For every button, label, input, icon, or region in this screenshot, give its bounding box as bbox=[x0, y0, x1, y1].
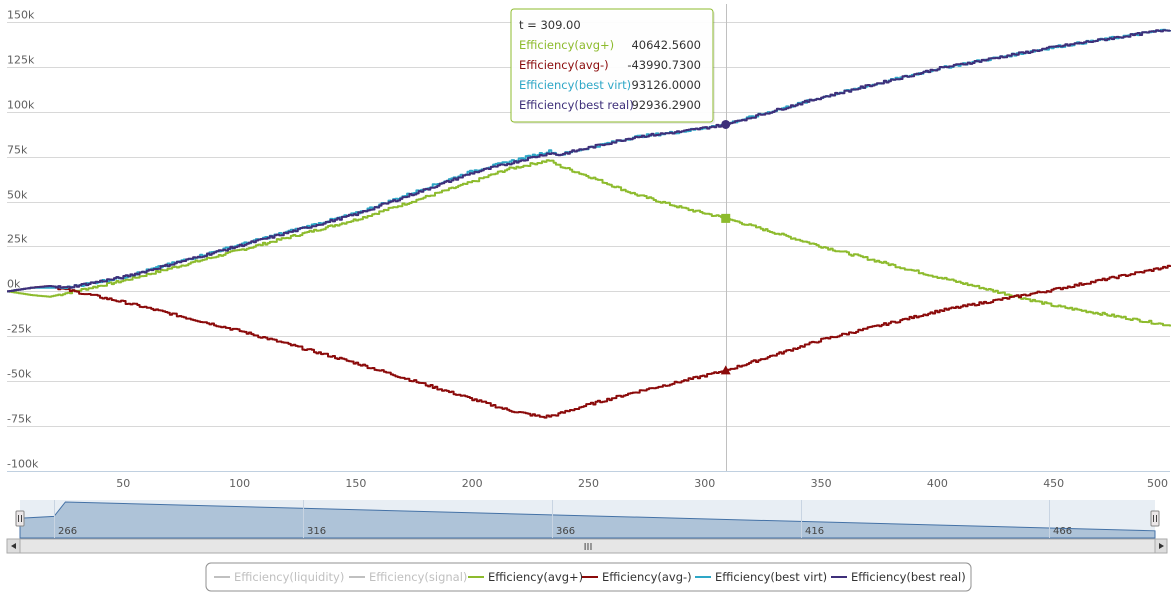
x-axis-ticks: 50 100 150 200 250 300 350 400 450 500 bbox=[116, 477, 1168, 490]
legend-label: Efficiency(best real) bbox=[851, 570, 966, 584]
x-tick-label: 500 bbox=[1147, 477, 1168, 490]
x-tick-label: 100 bbox=[229, 477, 250, 490]
navigator-handle-right[interactable] bbox=[1150, 510, 1160, 527]
y-tick-label: -50k bbox=[7, 368, 32, 381]
y-tick-label: 25k bbox=[7, 233, 28, 246]
navigator-label: 416 bbox=[805, 526, 824, 537]
x-tick-label: 150 bbox=[345, 477, 366, 490]
tooltip-series-value: 93126.0000 bbox=[631, 78, 701, 92]
legend-item[interactable]: Efficiency(liquidity) bbox=[214, 570, 344, 584]
series-line-efficiency-best-real- bbox=[7, 29, 1171, 293]
tooltip-series-value: 40642.5600 bbox=[631, 38, 701, 52]
legend-label: Efficiency(best virt) bbox=[715, 570, 827, 584]
x-tick-label: 200 bbox=[462, 477, 483, 490]
legend[interactable]: Efficiency(liquidity) Efficiency(signal) E… bbox=[205, 562, 972, 592]
x-tick-label: 250 bbox=[578, 477, 599, 490]
tooltip-series-label: Efficiency(avg-) bbox=[519, 58, 609, 72]
y-tick-label: -25k bbox=[7, 323, 32, 336]
legend-label: Efficiency(liquidity) bbox=[234, 570, 344, 584]
series-point-marker bbox=[721, 119, 731, 129]
chevron-right-icon bbox=[1159, 543, 1164, 549]
tooltip-title: t = 309.00 bbox=[519, 18, 581, 32]
tooltip-series-label: Efficiency(avg+) bbox=[519, 38, 614, 52]
navigator-selection[interactable] bbox=[20, 500, 1155, 538]
y-tick-label: 150k bbox=[7, 9, 35, 22]
tooltip: t = 309.00 Efficiency(avg+) 40642.5600 Effi… bbox=[510, 8, 715, 124]
y-tick-label: -100k bbox=[7, 458, 39, 471]
x-tick-label: 350 bbox=[811, 477, 832, 490]
y-axis-ticks: 150k 125k 100k 75k 50k 25k 0k -25k -50k -75k -100k bbox=[7, 9, 39, 471]
tooltip-box bbox=[510, 8, 714, 123]
legend-item[interactable]: Efficiency(avg+) bbox=[468, 570, 583, 584]
y-tick-label: 75k bbox=[7, 144, 28, 157]
scrollbar[interactable]: III bbox=[6, 538, 1168, 554]
y-tick-label: 125k bbox=[7, 54, 35, 67]
series-lines bbox=[7, 28, 1171, 419]
tooltip-series-value: -43990.7300 bbox=[627, 58, 701, 72]
series-line-efficiency-avg- bbox=[7, 159, 1171, 327]
series-point-marker bbox=[721, 213, 731, 223]
navigator-handle-left[interactable] bbox=[15, 510, 25, 527]
legend-label: Efficiency(signal) bbox=[369, 570, 467, 584]
series-line-efficiency-avg- bbox=[7, 264, 1171, 419]
x-tick-label: 300 bbox=[694, 477, 715, 490]
y-tick-label: 100k bbox=[7, 99, 35, 112]
x-tick-label: 50 bbox=[116, 477, 130, 490]
x-tick-label: 400 bbox=[927, 477, 948, 490]
scrollbar-grip-icon: III bbox=[584, 542, 593, 553]
series-point-marker bbox=[720, 365, 731, 375]
navigator-label: 316 bbox=[307, 526, 326, 537]
legend-item[interactable]: Efficiency(signal) bbox=[349, 570, 467, 584]
navigator-label: 366 bbox=[556, 526, 575, 537]
y-tick-label: 0k bbox=[7, 278, 21, 291]
legend-item[interactable]: Efficiency(best real) bbox=[831, 570, 966, 584]
tooltip-series-value: 92936.2900 bbox=[631, 98, 701, 112]
x-tick-label: 450 bbox=[1043, 477, 1064, 490]
chevron-left-icon bbox=[11, 543, 16, 549]
legend-label: Efficiency(avg-) bbox=[602, 570, 692, 584]
legend-item[interactable]: Efficiency(avg-) bbox=[582, 570, 692, 584]
y-tick-label: -75k bbox=[7, 413, 32, 426]
navigator-label: 266 bbox=[58, 526, 77, 537]
legend-label: Efficiency(avg+) bbox=[488, 570, 583, 584]
navigator-label: 466 bbox=[1053, 526, 1072, 537]
legend-item[interactable]: Efficiency(best virt) bbox=[695, 570, 827, 584]
y-tick-label: 50k bbox=[7, 189, 28, 202]
tooltip-series-label: Efficiency(best real) bbox=[519, 98, 634, 112]
tooltip-series-label: Efficiency(best virt) bbox=[519, 78, 631, 92]
navigator[interactable]: 266 316 366 416 466 bbox=[7, 500, 1167, 539]
hover-markers bbox=[720, 119, 731, 375]
navigator-background bbox=[7, 500, 1167, 538]
